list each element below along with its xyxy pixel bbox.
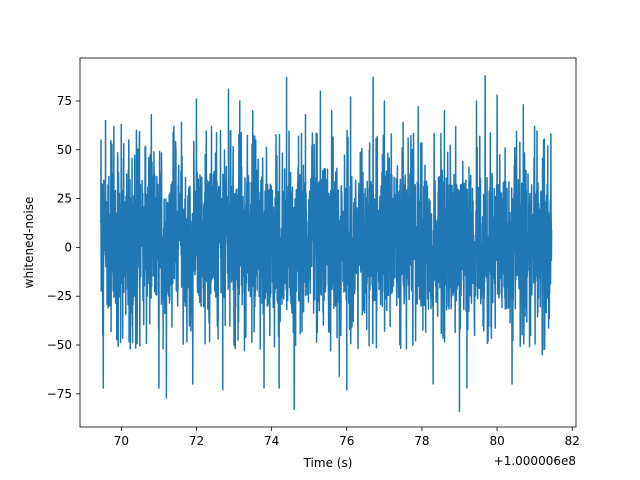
series-line — [99, 74, 553, 413]
y-tick-label: −25 — [47, 289, 72, 303]
plot-area — [79, 57, 577, 428]
y-axis: −75 −50 −25 0 25 50 75 — [47, 94, 80, 401]
x-axis-offset-label: +1.000006e8 — [494, 454, 576, 468]
x-tick-label: 80 — [489, 434, 504, 448]
x-tick-label: 72 — [189, 434, 204, 448]
y-tick-label: 25 — [57, 192, 72, 206]
x-tick-label: 78 — [414, 434, 429, 448]
x-tick-label: 76 — [339, 434, 354, 448]
x-tick-label: 74 — [264, 434, 279, 448]
x-axis: 70 72 74 76 78 80 82 — [114, 427, 580, 448]
y-tick-label: −50 — [47, 338, 72, 352]
y-tick-label: −75 — [47, 387, 72, 401]
y-tick-label: 50 — [57, 143, 72, 157]
x-tick-label: 70 — [114, 434, 129, 448]
x-axis-label: Time (s) — [303, 456, 353, 470]
series-group — [99, 74, 553, 413]
y-tick-label: 0 — [64, 240, 72, 254]
y-tick-label: 75 — [57, 94, 72, 108]
y-axis-label: whitened-noise — [22, 197, 36, 289]
axes-frame — [79, 57, 577, 428]
x-tick-label: 82 — [565, 434, 580, 448]
